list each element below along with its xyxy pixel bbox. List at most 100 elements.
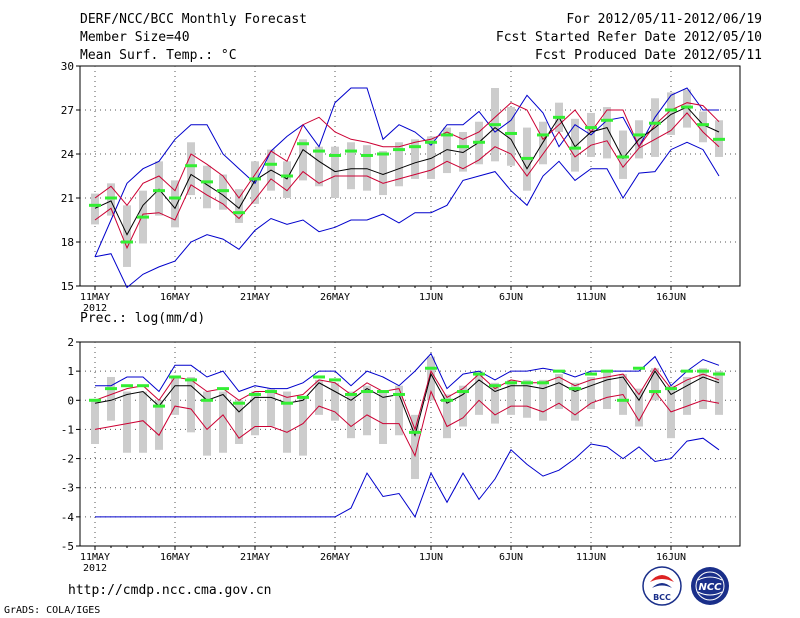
spread-box (235, 400, 243, 444)
spread-box (459, 132, 467, 172)
precip-subtitle: Prec.: log(mm/d) (80, 311, 205, 326)
spread-box (123, 205, 131, 267)
spread-box (347, 391, 355, 439)
spread-box (235, 189, 243, 223)
spread-box (331, 382, 339, 421)
x-tick-label: 11MAY (80, 552, 110, 563)
source-url[interactable]: http://cmdp.ncc.cma.gov.cn (68, 583, 272, 598)
bcc-logo: BCC (642, 566, 682, 606)
spread-box (379, 391, 387, 444)
spread-box (91, 193, 99, 225)
chart-panel-2: -5 -4 -3 -2 -1 0 1 2 11MAY 16MAY 21MAY 26MAY 1JUN 6JU… (61, 336, 741, 574)
spread-box (267, 388, 275, 427)
series-min-line (95, 437, 720, 518)
y-tick-label: 18 (61, 236, 74, 249)
logos: BCC NCC (642, 566, 729, 606)
spread-box (587, 376, 595, 410)
y-tick-label: 21 (61, 192, 74, 205)
spread-box (715, 371, 723, 415)
x-tick-label: 6JUN (499, 292, 523, 303)
spread-box (507, 107, 515, 166)
spread-box (187, 142, 195, 196)
spread-box (331, 146, 339, 198)
forecast-period: For 2012/05/11-2012/06/19 (566, 12, 762, 27)
y-tick-label: -3 (61, 482, 74, 495)
y-tick-label: -1 (61, 423, 74, 436)
member-size: Member Size=40 (80, 30, 190, 45)
spread-box (299, 397, 307, 456)
spread-box (363, 385, 371, 436)
series-lower-line (94, 389, 720, 458)
spread-box (107, 376, 115, 421)
spread-box (523, 379, 531, 418)
spread-box (203, 391, 211, 456)
spread-box (155, 161, 163, 216)
chart-panel-1: 15 18 21 24 27 30 11MAY 16MAY 21MAY 26MAY 1JUN 6JUN… (61, 60, 741, 314)
spread-box (699, 368, 707, 410)
spread-box (123, 391, 131, 453)
start-date: Fcst Started Refer Date 2012/05/10 (495, 30, 762, 45)
spread-box (475, 371, 483, 415)
spread-box (491, 382, 499, 424)
spread-box (603, 107, 611, 159)
y-tick-label: 0 (67, 394, 74, 407)
spread-box (91, 400, 99, 444)
produced-date: Fcst Produced Date 2012/05/11 (535, 48, 762, 63)
y-tick-label: 24 (61, 148, 75, 161)
spread-box (379, 151, 387, 196)
y-tick-label: 30 (61, 60, 74, 73)
spread-box (395, 142, 403, 187)
spread-box (251, 391, 259, 436)
x-tick-label: 21MAY (240, 292, 270, 303)
spread-box (555, 374, 563, 410)
grads-credit: GrADS: COLA/IGES (4, 605, 101, 616)
series-lower-line (94, 112, 720, 250)
series-upper-line (94, 367, 720, 431)
x-tick-label: 16JUN (656, 292, 686, 303)
series-mean-line (94, 370, 720, 437)
spread-box (427, 356, 435, 401)
spread-box (443, 127, 451, 174)
spread-box (603, 371, 611, 410)
spread-box (651, 368, 659, 401)
spread-box (443, 394, 451, 439)
x-tick-label: 11JUN (576, 552, 606, 563)
year-label: 2012 (83, 303, 107, 314)
spread-box (347, 142, 355, 190)
y-tick-label: 1 (67, 365, 74, 378)
x-tick-label: 11JUN (576, 292, 606, 303)
spread-box (635, 388, 643, 427)
y-tick-label: 27 (61, 104, 74, 117)
spread-box (139, 391, 147, 453)
x-tick-label: 1JUN (419, 552, 443, 563)
spread-box (539, 379, 547, 421)
series-upper-line (94, 102, 720, 207)
spread-box (571, 382, 579, 421)
spread-box (699, 111, 707, 143)
spread-box (459, 385, 467, 427)
bcc-logo-text: BCC (653, 593, 671, 602)
x-tick-label: 11MAY (80, 292, 110, 303)
x-tick-label: 26MAY (320, 552, 350, 563)
ncc-logo-text: NCC (698, 582, 722, 593)
x-tick-label: 26MAY (320, 292, 350, 303)
series-max-line (94, 87, 719, 257)
spread-box (571, 118, 579, 172)
x-tick-label: 16MAY (160, 552, 190, 563)
spread-box (411, 139, 419, 179)
x-tick-label: 6JUN (499, 552, 523, 563)
x-tick-label: 16MAY (160, 292, 190, 303)
spread-box (315, 146, 323, 187)
y-tick-label: 15 (61, 280, 74, 293)
spread-box (411, 414, 419, 479)
plot-frame (79, 65, 741, 287)
variable-label: Mean Surf. Temp.: °C (80, 48, 237, 63)
y-tick-label: -5 (61, 540, 74, 553)
spread-box (667, 92, 675, 135)
y-tick-label: 2 (67, 336, 74, 349)
spread-box (315, 379, 323, 415)
spread-box (507, 379, 515, 415)
ncc-logo: NCC (691, 567, 729, 605)
spread-box (283, 161, 291, 198)
